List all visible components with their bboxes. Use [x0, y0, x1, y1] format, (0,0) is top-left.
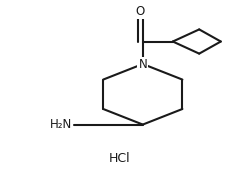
Text: H₂N: H₂N — [50, 118, 72, 131]
Text: O: O — [136, 5, 145, 18]
Text: HCl: HCl — [109, 152, 131, 165]
Text: N: N — [138, 57, 147, 71]
